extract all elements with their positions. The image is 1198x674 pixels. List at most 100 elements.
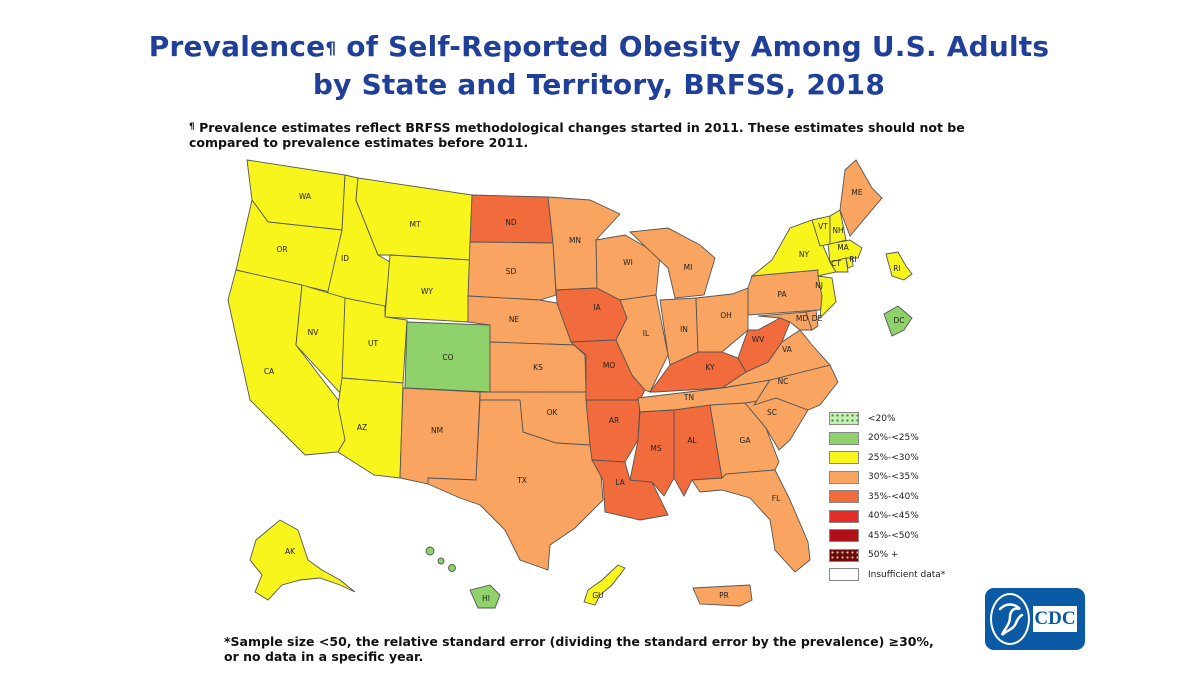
- state-AR: [585, 399, 641, 463]
- label-VT: VT: [818, 222, 828, 231]
- label-DC: DC: [893, 316, 904, 325]
- state-FL: [691, 469, 811, 573]
- label-NM: NM: [431, 426, 443, 435]
- label-AK: AK: [285, 547, 296, 556]
- label-KS: KS: [533, 363, 543, 372]
- legend-item: 25%-<30%: [829, 448, 945, 468]
- page-title: Prevalence¶ of Self-Reported Obesity Amo…: [0, 28, 1198, 104]
- label-FL: FL: [772, 494, 781, 503]
- label-IN: IN: [680, 325, 688, 334]
- legend-item: Insufficient data*: [829, 565, 945, 585]
- state-HI-island-1: [425, 546, 435, 556]
- legend-item: 45%-<50%: [829, 526, 945, 546]
- state-DE: [805, 309, 819, 331]
- legend-label: 20%-<25%: [868, 433, 919, 444]
- state-MI: [628, 227, 716, 299]
- inset-DC: [883, 305, 913, 337]
- label-MO: MO: [603, 361, 615, 370]
- label-SD: SD: [506, 267, 517, 276]
- label-OH: OH: [720, 311, 732, 320]
- label-WY: WY: [421, 287, 433, 296]
- label-NH: NH: [832, 226, 843, 235]
- methodology-footnote: ¶ Prevalence estimates reflect BRFSS met…: [189, 120, 965, 150]
- label-AL: AL: [687, 436, 697, 445]
- cdc-logo-text: CDC: [1033, 606, 1077, 632]
- label-OR: OR: [276, 245, 287, 254]
- label-ME: ME: [851, 188, 862, 197]
- state-labels: WA OR CA ID NV MT WY UT AZ CO NM ND SD N…: [264, 188, 905, 603]
- label-CO: CO: [442, 353, 453, 362]
- legend: <20% 20%-<25% 25%-<30% 30%-<35% 35%-<40%…: [829, 409, 945, 585]
- sample-size-footnote: *Sample size <50, the relative standard …: [224, 634, 934, 664]
- label-KY: KY: [705, 363, 715, 372]
- legend-swatch: [829, 451, 859, 465]
- legend-label: <20%: [868, 413, 896, 424]
- label-MN: MN: [569, 236, 581, 245]
- state-AZ: [337, 377, 404, 479]
- label-SC: SC: [767, 408, 777, 417]
- label-WA: WA: [299, 192, 312, 201]
- state-PR: [692, 584, 753, 607]
- state-HI-island-2: [437, 557, 445, 565]
- state-GU: [583, 564, 626, 606]
- state-NM: [399, 387, 481, 485]
- label-NJ: NJ: [815, 281, 823, 290]
- eagle-icon: [998, 603, 1024, 636]
- legend-label: 50% +: [868, 550, 899, 561]
- label-TN: TN: [683, 393, 694, 402]
- label-NE: NE: [509, 315, 520, 324]
- label-DE: DE: [812, 314, 823, 323]
- label-IL: IL: [643, 329, 650, 338]
- state-OH: [695, 287, 749, 353]
- label-PR: PR: [719, 591, 729, 600]
- label-IA: IA: [593, 303, 601, 312]
- legend-item: <20%: [829, 409, 945, 429]
- label-HI: HI: [482, 594, 490, 603]
- label-PA: PA: [777, 290, 787, 299]
- label-TX: TX: [516, 476, 527, 485]
- label-WV: WV: [752, 335, 765, 344]
- label-UT: UT: [368, 339, 378, 348]
- state-ME: [839, 159, 883, 237]
- legend-label: Insufficient data*: [868, 569, 946, 580]
- legend-item: 50% +: [829, 546, 945, 566]
- legend-label: 30%-<35%: [868, 472, 919, 483]
- legend-item: 35%-<40%: [829, 487, 945, 507]
- label-NC: NC: [778, 377, 789, 386]
- state-SD: [467, 241, 557, 301]
- label-ID: ID: [341, 254, 349, 263]
- legend-swatch: [829, 490, 859, 504]
- legend-item: 20%-<25%: [829, 429, 945, 449]
- legend-swatch: [829, 412, 859, 426]
- state-AK: [249, 519, 356, 601]
- state-HI: [469, 584, 501, 609]
- legend-item: 40%-<45%: [829, 507, 945, 527]
- label-AZ: AZ: [357, 423, 367, 432]
- label-NV: NV: [308, 328, 320, 337]
- state-NH: [829, 209, 847, 245]
- label-AR: AR: [609, 416, 619, 425]
- label-GA: GA: [740, 436, 752, 445]
- label-MS: MS: [650, 444, 661, 453]
- state-NJ: [817, 275, 837, 320]
- legend-swatch: [829, 470, 859, 484]
- label-CT: CT: [831, 259, 841, 268]
- label-CA: CA: [264, 367, 275, 376]
- title-line-2: by State and Territory, BRFSS, 2018: [312, 68, 886, 101]
- label-MI: MI: [684, 263, 693, 272]
- title-line-1: Prevalence¶ of Self-Reported Obesity Amo…: [148, 30, 1050, 63]
- label-OK: OK: [547, 408, 559, 417]
- legend-item: 30%-<35%: [829, 468, 945, 488]
- label-NY: NY: [799, 250, 810, 259]
- legend-label: 35%-<40%: [868, 491, 919, 502]
- legend-label: 45%-<50%: [868, 530, 919, 541]
- state-TX: [427, 399, 604, 571]
- state-IL: [615, 294, 669, 393]
- legend-label: 25%-<30%: [868, 452, 919, 463]
- state-PA: [747, 269, 829, 316]
- cdc-logo: CDC: [985, 588, 1085, 650]
- label-LA: LA: [615, 478, 625, 487]
- legend-label: 40%-<45%: [868, 511, 919, 522]
- legend-swatch: [829, 568, 859, 582]
